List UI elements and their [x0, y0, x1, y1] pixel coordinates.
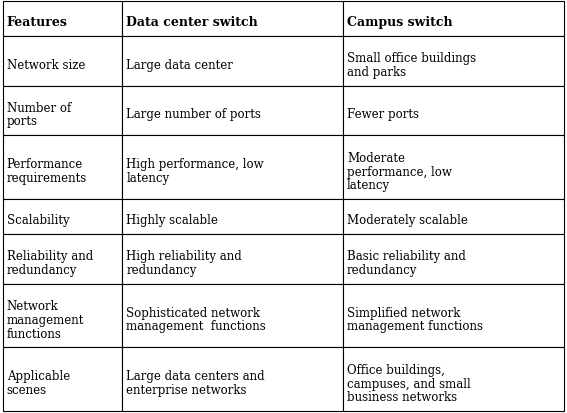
Bar	[3, 87, 122, 136]
Text: functions: functions	[7, 327, 62, 340]
Text: management functions: management functions	[347, 320, 483, 332]
Text: Fewer ports: Fewer ports	[347, 108, 419, 121]
Text: management  functions: management functions	[126, 320, 266, 332]
Text: ports: ports	[7, 115, 38, 128]
Bar	[343, 284, 564, 347]
Text: scenes: scenes	[7, 383, 47, 396]
Text: Basic reliability and: Basic reliability and	[347, 249, 466, 262]
Bar	[3, 2, 122, 37]
Bar	[343, 87, 564, 136]
Bar	[3, 235, 122, 284]
Bar	[343, 2, 564, 37]
Text: Number of: Number of	[7, 102, 71, 114]
Bar	[122, 2, 343, 37]
Bar	[343, 347, 564, 411]
Text: Small office buildings: Small office buildings	[347, 52, 476, 65]
Bar	[3, 347, 122, 411]
Text: High performance, low: High performance, low	[126, 158, 264, 171]
Bar	[3, 284, 122, 347]
Bar	[122, 199, 343, 235]
Text: Simplified network: Simplified network	[347, 306, 460, 319]
Text: and parks: and parks	[347, 66, 406, 79]
Bar	[122, 136, 343, 199]
Text: business networks: business networks	[347, 390, 457, 403]
Bar	[3, 136, 122, 199]
Text: latency: latency	[126, 171, 170, 185]
Bar	[122, 235, 343, 284]
Bar	[3, 199, 122, 235]
Text: High reliability and: High reliability and	[126, 249, 242, 262]
Text: performance, low: performance, low	[347, 165, 452, 178]
Text: campuses, and small: campuses, and small	[347, 377, 471, 389]
Text: redundancy: redundancy	[347, 263, 417, 276]
Text: redundancy: redundancy	[126, 263, 197, 276]
Text: Large number of ports: Large number of ports	[126, 108, 261, 121]
Bar	[122, 87, 343, 136]
Text: Campus switch: Campus switch	[347, 16, 452, 29]
Text: enterprise networks: enterprise networks	[126, 383, 247, 396]
Text: Scalability: Scalability	[7, 214, 69, 226]
Text: Highly scalable: Highly scalable	[126, 214, 218, 226]
Text: Network size: Network size	[7, 59, 85, 71]
Text: Sophisticated network: Sophisticated network	[126, 306, 260, 319]
Bar	[343, 37, 564, 87]
Text: Large data centers and: Large data centers and	[126, 369, 265, 382]
Bar	[343, 136, 564, 199]
Text: Performance: Performance	[7, 158, 83, 171]
Text: Network: Network	[7, 299, 58, 313]
Bar	[122, 37, 343, 87]
Text: Features: Features	[7, 16, 67, 29]
Bar	[122, 284, 343, 347]
Text: Reliability and: Reliability and	[7, 249, 93, 262]
Bar	[3, 37, 122, 87]
Text: Moderate: Moderate	[347, 152, 405, 164]
Bar	[343, 199, 564, 235]
Text: Applicable: Applicable	[7, 369, 70, 382]
Text: Moderately scalable: Moderately scalable	[347, 214, 468, 226]
Text: Large data center: Large data center	[126, 59, 233, 71]
Text: requirements: requirements	[7, 171, 87, 185]
Text: Data center switch: Data center switch	[126, 16, 258, 29]
Text: management: management	[7, 313, 84, 326]
Text: latency: latency	[347, 179, 390, 192]
Bar	[343, 235, 564, 284]
Text: redundancy: redundancy	[7, 263, 77, 276]
Bar	[122, 347, 343, 411]
Text: Office buildings,: Office buildings,	[347, 363, 445, 376]
